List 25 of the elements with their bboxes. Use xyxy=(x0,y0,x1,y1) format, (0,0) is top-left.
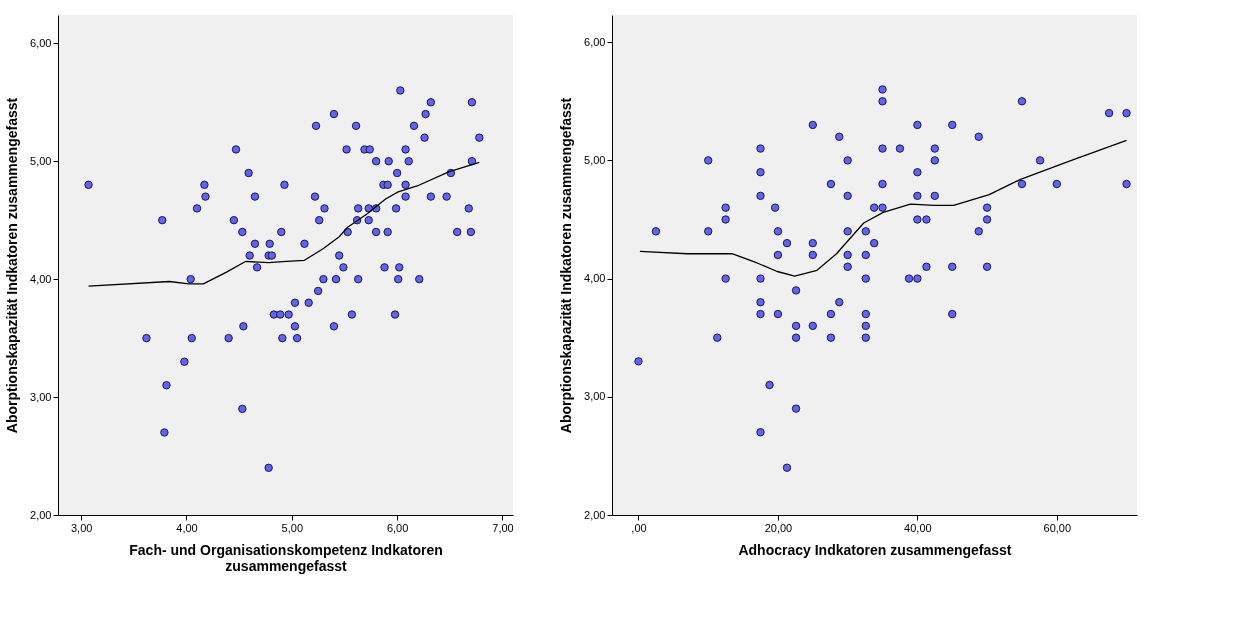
line-series xyxy=(639,139,1128,277)
line-series xyxy=(87,161,480,287)
x-axis-title: Adhocracy Indkatoren zusammengefasst xyxy=(738,541,1012,558)
y-tick-label: 6,00 xyxy=(30,36,52,49)
y-tick-label: 3,00 xyxy=(584,390,606,403)
x-tick-label: 3,00 xyxy=(70,521,93,534)
x-axis-title: Fach- und Organisationskompetenz Indkatoren zusammengefasst xyxy=(129,541,443,574)
y-tick-label: 6,00 xyxy=(584,35,606,48)
y-tick-label: 3,00 xyxy=(30,390,52,403)
x-tick-label: 60,00 xyxy=(1043,521,1072,534)
y-tick-label: 5,00 xyxy=(30,154,52,167)
x-tick-label: 7,00 xyxy=(492,521,514,534)
y-tick-label: 2,00 xyxy=(30,508,52,521)
x-tick-label: ,00 xyxy=(631,521,647,534)
x-tick-label: 6,00 xyxy=(386,521,409,534)
y-tick-label: 4,00 xyxy=(30,272,52,285)
y-tick-label: 4,00 xyxy=(584,272,606,285)
x-tick-label: 40,00 xyxy=(904,521,932,534)
y-tick-label: 5,00 xyxy=(584,153,606,166)
x-tick-label: 20,00 xyxy=(764,521,793,534)
y-axis-title: Aborptionskapazität Indkatoren zusammengefasst xyxy=(4,97,21,434)
x-tick-label: 4,00 xyxy=(176,521,198,534)
y-tick-label: 2,00 xyxy=(584,508,606,521)
x-tick-label: 5,00 xyxy=(281,521,304,534)
y-axis-title: Aborptionskapazität Indkatoren zusammengefasst xyxy=(558,97,575,434)
